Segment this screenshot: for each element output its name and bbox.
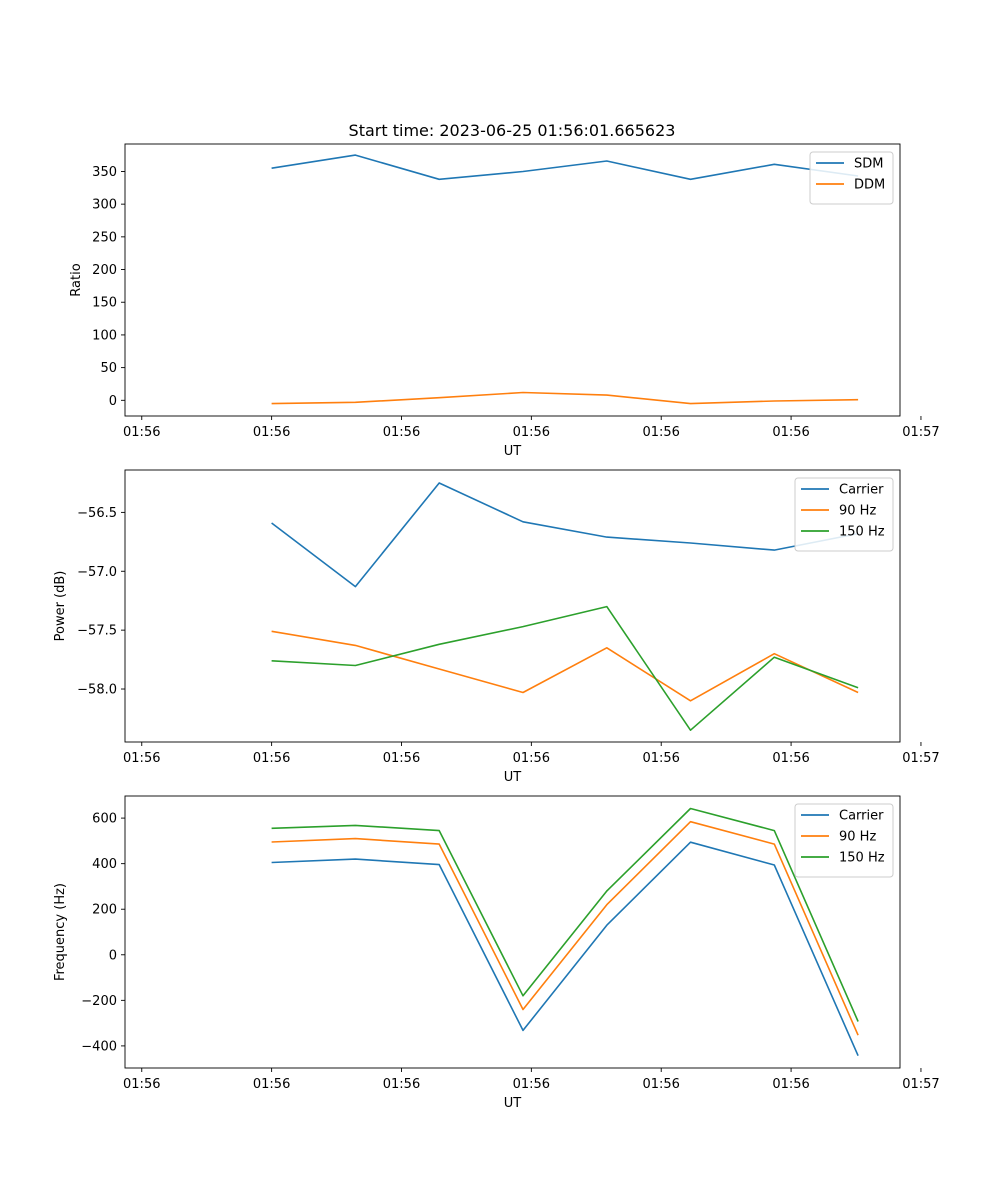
y-axis-label: Frequency (Hz) [53, 883, 68, 981]
y-tick-label: −58.0 [77, 683, 117, 698]
x-tick-label: 01:56 [772, 425, 809, 440]
series-line-carrier [271, 841, 859, 1057]
legend-box [794, 803, 894, 878]
x-axis-label: UT [504, 770, 522, 785]
x-tick-label: 01:56 [383, 425, 420, 440]
x-tick-label: 01:56 [642, 425, 679, 440]
y-axis-label: Ratio [69, 263, 84, 296]
legend-label: 90 Hz [839, 504, 876, 519]
x-tick-label: 01:56 [513, 1077, 550, 1092]
series-line-150-hz [271, 605, 859, 732]
y-tick-label: −200 [81, 994, 117, 1009]
legend: Carrier 90 Hz 150 Hz [794, 477, 894, 552]
legend-label: 90 Hz [839, 830, 876, 845]
plot-frame [124, 469, 901, 743]
x-tick-label: 01:56 [772, 751, 809, 766]
legend-label: Carrier [839, 809, 884, 824]
legend-label: DDM [854, 178, 885, 193]
x-tick-label: 01:56 [253, 425, 290, 440]
y-tick-label: 100 [92, 328, 117, 343]
y-tick-label: 0 [109, 394, 117, 409]
y-tick-label: −56.5 [77, 506, 117, 521]
x-tick-label: 01:56 [513, 425, 550, 440]
legend: Carrier 90 Hz 150 Hz [794, 803, 894, 878]
series-line-ddm [271, 391, 859, 405]
legend-box [794, 477, 894, 552]
legend-label: 150 Hz [839, 851, 885, 866]
x-axis-label: UT [504, 1096, 522, 1111]
y-tick-label: 50 [100, 361, 117, 376]
y-tick-label: 200 [92, 903, 117, 918]
y-tick-label: 0 [109, 948, 117, 963]
y-tick-label: 300 [92, 198, 117, 213]
y-tick-label: −57.5 [77, 624, 117, 639]
panel-2: 01:56 01:56 01:56 01:56 01:56 01:56 01:57 −58.0… [53, 469, 940, 785]
x-tick-label: 01:56 [123, 751, 160, 766]
x-tick-label: 01:56 [642, 1077, 679, 1092]
y-tick-label: 600 [92, 812, 117, 827]
plot-frame [124, 795, 901, 1069]
x-tick-label: 01:57 [902, 751, 939, 766]
panel-1: 01:56 01:56 01:56 01:56 01:56 01:56 01:57 0 50 10… [69, 143, 940, 459]
x-tick-label: 01:56 [383, 1077, 420, 1092]
plot-frame [124, 143, 901, 417]
legend-label: Carrier [839, 483, 884, 498]
x-tick-label: 01:56 [642, 751, 679, 766]
legend: SDM DDM [809, 151, 894, 205]
y-tick-label: 400 [92, 857, 117, 872]
legend-label: 150 Hz [839, 525, 885, 540]
x-tick-label: 01:56 [123, 425, 160, 440]
series-line-150-hz [271, 807, 859, 1022]
y-tick-label: 150 [92, 296, 117, 311]
x-tick-label: 01:57 [902, 1077, 939, 1092]
x-tick-label: 01:56 [253, 1077, 290, 1092]
x-tick-label: 01:56 [253, 751, 290, 766]
series-line-90-hz [271, 820, 859, 1036]
y-tick-label: 250 [92, 230, 117, 245]
y-tick-label: 200 [92, 263, 117, 278]
y-tick-label: −57.0 [77, 565, 117, 580]
legend-box [809, 151, 894, 205]
y-tick-label: −400 [81, 1039, 117, 1054]
series-line-carrier [271, 482, 859, 588]
y-axis-label: Power (dB) [53, 571, 68, 642]
series-line-90-hz [271, 630, 859, 702]
x-tick-label: 01:56 [513, 751, 550, 766]
x-axis-label: UT [504, 444, 522, 459]
y-tick-label: 350 [92, 165, 117, 180]
x-tick-label: 01:56 [772, 1077, 809, 1092]
series-line-sdm [271, 154, 859, 181]
x-tick-label: 01:56 [383, 751, 420, 766]
legend-label: SDM [854, 157, 883, 172]
panel-3: 01:56 01:56 01:56 01:56 01:56 01:56 01:57 −400 −… [53, 795, 940, 1111]
x-tick-label: 01:57 [902, 425, 939, 440]
x-tick-label: 01:56 [123, 1077, 160, 1092]
chart-title: Start time: 2023-06-25 01:56:01.665623 [349, 121, 676, 140]
